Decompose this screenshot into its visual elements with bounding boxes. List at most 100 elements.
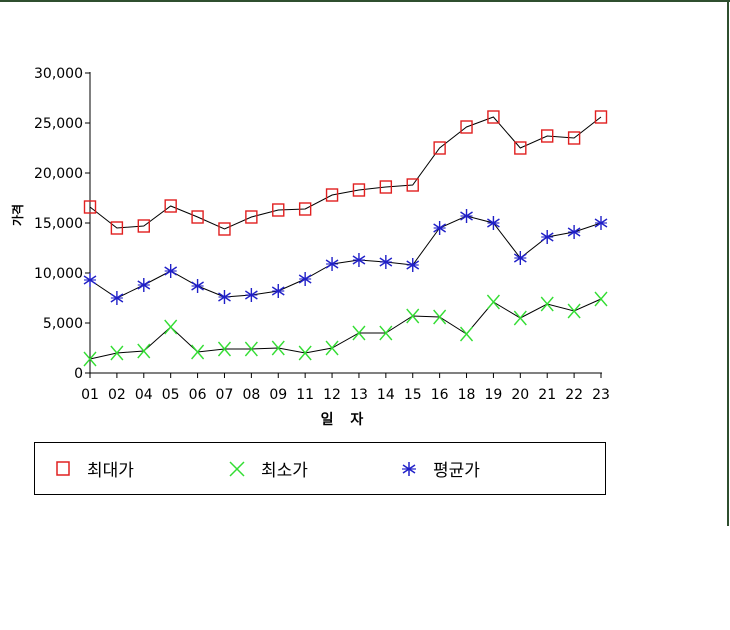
data-point xyxy=(164,319,178,335)
x-tick-label: 19 xyxy=(485,387,503,403)
data-point xyxy=(379,180,393,194)
data-point xyxy=(459,326,474,342)
y-tick-label: 0 xyxy=(74,366,83,382)
data-point xyxy=(191,210,204,224)
legend-item-avg: 평균가 xyxy=(399,443,480,494)
data-point xyxy=(217,341,232,357)
x-tick-label: 04 xyxy=(135,387,153,403)
data-point xyxy=(486,294,500,310)
data-point xyxy=(567,225,581,239)
x-axis-title: 일 자 xyxy=(321,412,370,428)
data-point xyxy=(191,344,205,360)
data-point xyxy=(245,210,258,224)
data-point xyxy=(594,216,608,230)
x-tick-label: 21 xyxy=(538,387,556,403)
data-point xyxy=(83,273,97,287)
data-point xyxy=(567,303,581,319)
data-point xyxy=(110,291,124,305)
data-point xyxy=(379,255,393,269)
data-point xyxy=(433,141,446,155)
data-point xyxy=(487,110,500,124)
y-axis-title: 가격 xyxy=(10,204,25,226)
chart-axes xyxy=(85,72,602,378)
y-tick-label: 25,000 xyxy=(34,116,83,132)
x-tick-label: 16 xyxy=(431,387,449,403)
x-tick-label: 13 xyxy=(350,387,368,403)
series-line xyxy=(89,116,602,230)
data-point xyxy=(110,345,124,361)
data-point xyxy=(406,258,420,272)
x-tick-label: 05 xyxy=(162,387,180,403)
asterisk-marker-icon xyxy=(402,461,416,476)
x-tick-label: 11 xyxy=(296,387,314,403)
data-point xyxy=(218,222,231,236)
y-tick-labels: 0 5,000 10,000 15,000 20,000 25,000 30,000 xyxy=(34,66,83,382)
data-point xyxy=(433,309,447,325)
data-point xyxy=(244,341,258,357)
data-point xyxy=(541,129,554,143)
data-point xyxy=(487,216,500,230)
chart-legend: 최대가 최소가 평균가 xyxy=(34,442,606,495)
data-point xyxy=(271,340,285,356)
data-point xyxy=(379,325,393,341)
window-frame-right xyxy=(727,0,729,526)
data-point xyxy=(594,291,608,307)
data-point xyxy=(460,120,473,134)
data-point xyxy=(540,230,554,244)
x-tick-label: 20 xyxy=(511,387,529,403)
data-point xyxy=(460,209,473,223)
window-frame-top xyxy=(0,0,730,2)
data-point xyxy=(513,310,527,326)
x-marker-icon xyxy=(229,460,245,477)
data-point xyxy=(191,279,204,293)
x-tick-label: 23 xyxy=(592,387,610,403)
legend-item-max: 최대가 xyxy=(53,443,134,494)
data-point xyxy=(594,110,608,124)
legend-label-avg: 평균가 xyxy=(433,461,480,481)
x-tick-label: 22 xyxy=(565,387,583,403)
data-point xyxy=(272,203,285,217)
data-point xyxy=(567,131,581,145)
x-tick-label: 18 xyxy=(458,387,476,403)
data-point xyxy=(298,272,312,286)
series-markers xyxy=(83,110,608,367)
square-marker-icon xyxy=(56,460,70,476)
data-point xyxy=(83,200,97,214)
data-point xyxy=(244,288,258,302)
data-point xyxy=(540,296,554,312)
x-tick-label: 02 xyxy=(108,387,126,403)
data-point xyxy=(406,178,419,192)
data-point xyxy=(271,284,285,298)
data-point xyxy=(218,290,231,304)
x-tick-label: 06 xyxy=(189,387,207,403)
x-tick-label: 14 xyxy=(377,387,395,403)
data-point xyxy=(513,251,527,265)
x-tick-label: 09 xyxy=(269,387,287,403)
x-tick-label: 01 xyxy=(81,387,99,403)
data-point xyxy=(325,188,339,202)
x-tick-label: 12 xyxy=(323,387,341,403)
data-point xyxy=(83,351,97,367)
data-point xyxy=(164,264,178,278)
y-tick-label: 20,000 xyxy=(34,166,83,182)
y-tick-label: 10,000 xyxy=(34,266,83,282)
data-point xyxy=(433,221,447,235)
y-tick-label: 5,000 xyxy=(43,316,83,332)
data-point xyxy=(137,278,151,292)
data-point xyxy=(298,345,312,361)
x-tick-label: 15 xyxy=(404,387,422,403)
data-point xyxy=(325,257,339,271)
legend-label-min: 최소가 xyxy=(261,461,308,481)
y-tick-label: 30,000 xyxy=(34,66,83,82)
series-line xyxy=(89,298,602,360)
data-point xyxy=(164,199,177,213)
data-point xyxy=(137,219,150,233)
data-point xyxy=(352,183,366,197)
series-line xyxy=(89,215,602,299)
x-tick-label: 07 xyxy=(216,387,234,403)
legend-label-max: 최대가 xyxy=(87,461,134,481)
legend-item-min: 최소가 xyxy=(227,443,308,494)
data-point xyxy=(137,343,151,359)
data-point xyxy=(325,340,339,356)
